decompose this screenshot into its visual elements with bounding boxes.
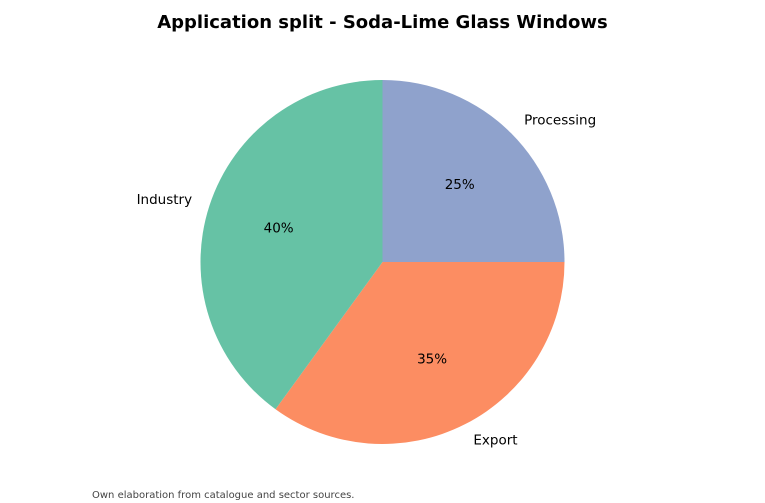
pct-label-processing: 25%	[445, 177, 475, 193]
category-label-industry: Industry	[137, 192, 193, 208]
source-note: Own elaboration from catalogue and secto…	[92, 490, 354, 501]
category-label-processing: Processing	[524, 112, 596, 128]
pie-slice-processing	[382, 80, 565, 262]
pct-label-industry: 40%	[264, 220, 294, 236]
pie-slice-export	[275, 262, 565, 444]
pie-slice-industry	[200, 79, 383, 410]
pct-label-export: 35%	[417, 351, 447, 367]
category-label-export: Export	[473, 432, 517, 448]
pie-slices	[200, 79, 565, 444]
chart-title: Application split - Soda-Lime Glass Wind…	[157, 12, 608, 33]
pie-labels: 25% Processing 35% Export 40% Industry	[137, 112, 597, 448]
